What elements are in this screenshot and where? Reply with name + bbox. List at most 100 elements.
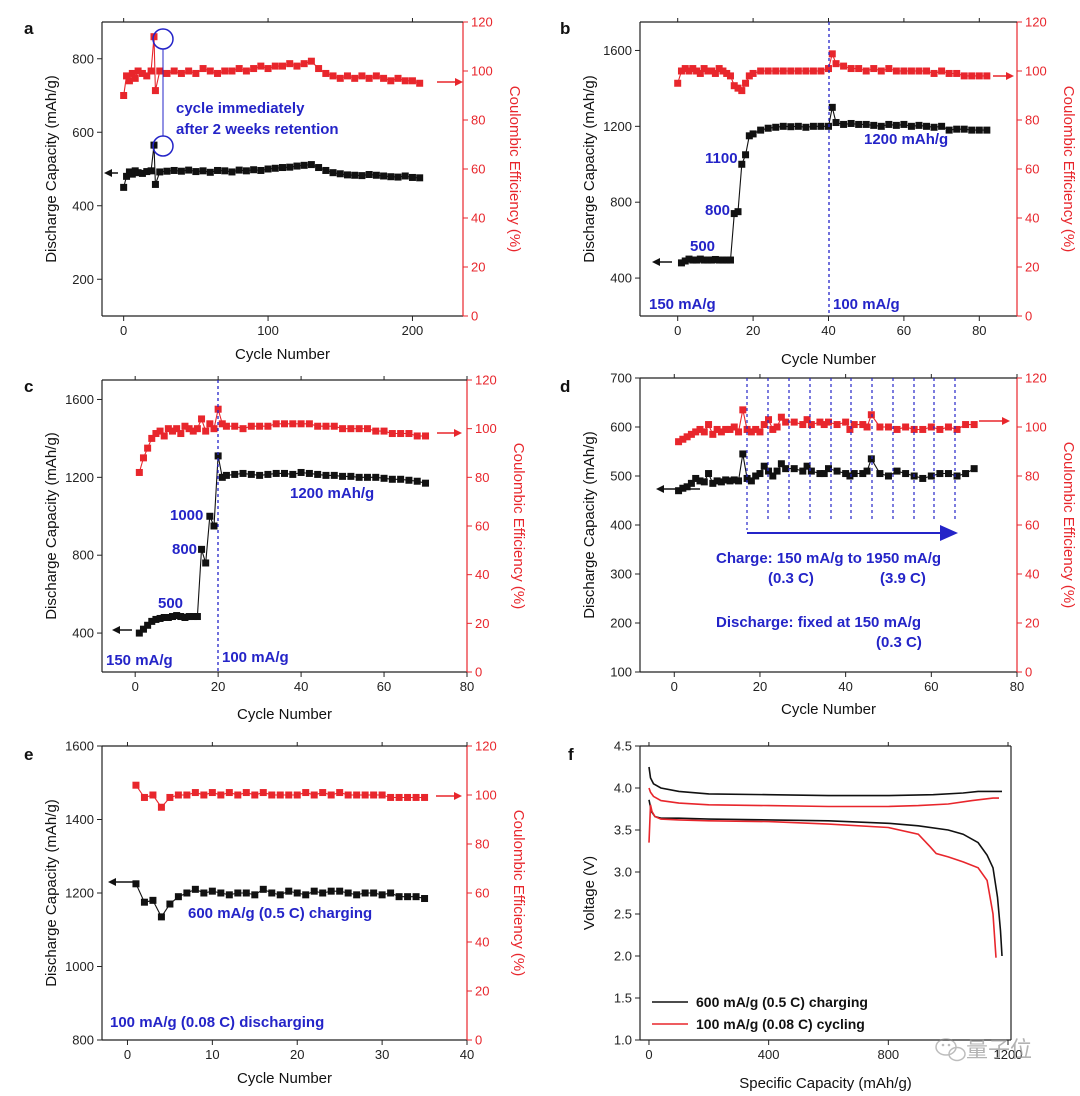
data-point: [397, 475, 405, 483]
data-point: [842, 470, 850, 478]
panel-f-marks: 0 400 800 1200 1.0 1.5 2.0 2.5 3.0 3.5 4.0 4.5 Speci…: [581, 739, 1022, 1093]
data-point: [293, 162, 301, 170]
data-point: [970, 465, 978, 473]
y2-tick-label: 60: [475, 886, 489, 901]
data-point: [915, 121, 923, 129]
y-tick-label: 300: [610, 567, 632, 582]
data-point: [310, 791, 318, 799]
data-point: [380, 474, 388, 482]
data-point: [862, 120, 870, 128]
data-point: [674, 79, 682, 87]
data-point: [183, 791, 191, 799]
plot-area: [120, 33, 424, 191]
watermark: 量子位: [935, 1037, 1032, 1062]
data-point: [307, 161, 315, 169]
data-point: [336, 74, 344, 82]
data-point: [281, 420, 288, 428]
data-point: [927, 423, 935, 431]
data-point: [938, 122, 946, 130]
panel-a: a 0 100 200 200 400 600 800 0 20 40 60 80 100 120 Cycl…: [24, 15, 523, 364]
x-tick-label: 1200: [994, 1047, 1023, 1062]
y-tick-label: 2.0: [614, 949, 632, 964]
data-point: [166, 900, 174, 908]
data-point: [242, 67, 250, 75]
data-point: [363, 425, 371, 433]
data-point: [125, 77, 133, 85]
data-point: [183, 889, 191, 897]
data-point: [156, 427, 164, 435]
x-tick-label: 40: [838, 679, 852, 694]
data-point: [143, 72, 151, 80]
data-point: [163, 69, 171, 77]
data-point: [257, 166, 265, 174]
data-point: [777, 413, 785, 421]
data-point: [832, 60, 840, 68]
data-point: [372, 473, 380, 481]
data-point: [242, 167, 250, 175]
y2-tick-label: 80: [1025, 469, 1039, 484]
x-tick-label: 30: [375, 1047, 389, 1062]
data-point: [756, 470, 764, 478]
panel-a-marks: 0 100 200 200 400 600 800 0 20 40 60 80 100 120 Cycle …: [43, 15, 523, 364]
data-point: [353, 891, 361, 899]
data-point: [221, 67, 229, 75]
annotation-c-5: 150 mA/g: [106, 652, 173, 669]
data-point: [365, 171, 373, 179]
y2-tick-label: 40: [475, 567, 489, 582]
y-tick-label: 800: [72, 548, 94, 563]
data-point: [177, 430, 185, 438]
data-point: [214, 166, 222, 174]
data-point: [738, 87, 746, 95]
data-point: [394, 173, 402, 181]
data-point: [239, 425, 247, 433]
data-point: [742, 79, 750, 87]
data-point: [876, 470, 884, 478]
plot-area: [135, 405, 430, 637]
y-tick-label: 600: [610, 420, 632, 435]
x-tick-label: 80: [460, 679, 474, 694]
data-point: [757, 126, 765, 134]
data-point: [893, 467, 901, 475]
y2-tick-label: 0: [1025, 665, 1032, 680]
data-point: [862, 67, 870, 75]
annotation-b-1: 1200 mAh/g: [864, 131, 948, 148]
data-point: [293, 62, 301, 70]
data-point: [343, 72, 351, 80]
data-point: [696, 69, 704, 77]
data-point: [983, 126, 991, 134]
y2-tick-label: 80: [475, 837, 489, 852]
data-point: [134, 169, 142, 177]
data-point: [884, 423, 892, 431]
y-tick-label: 1600: [65, 392, 94, 407]
data-point: [149, 791, 157, 799]
x-tick-label: 80: [1010, 679, 1024, 694]
data-point: [231, 470, 239, 478]
data-point: [867, 455, 875, 463]
x-tick-label: 400: [758, 1047, 780, 1062]
data-point: [769, 472, 777, 480]
data-point: [206, 512, 214, 520]
data-point: [222, 422, 230, 430]
data-point: [683, 433, 691, 441]
data-point: [884, 472, 892, 480]
data-point: [715, 65, 723, 73]
data-point: [421, 895, 429, 903]
data-point: [276, 791, 284, 799]
data-point: [235, 65, 243, 73]
data-point: [285, 791, 293, 799]
data-point: [722, 425, 730, 433]
y2-tick-label: 40: [1025, 211, 1039, 226]
data-point: [779, 67, 787, 75]
data-point: [164, 425, 172, 433]
data-point: [156, 614, 164, 622]
y2-tick-label: 120: [1025, 371, 1047, 386]
data-point: [185, 613, 193, 621]
y-tick-label: 400: [610, 271, 632, 286]
data-point: [250, 166, 258, 174]
y-tick-label: 600: [72, 125, 94, 140]
data-point: [828, 50, 836, 58]
data-point: [722, 476, 730, 484]
panel-label-a: a: [24, 19, 34, 38]
data-point: [247, 422, 255, 430]
data-point: [677, 67, 685, 75]
